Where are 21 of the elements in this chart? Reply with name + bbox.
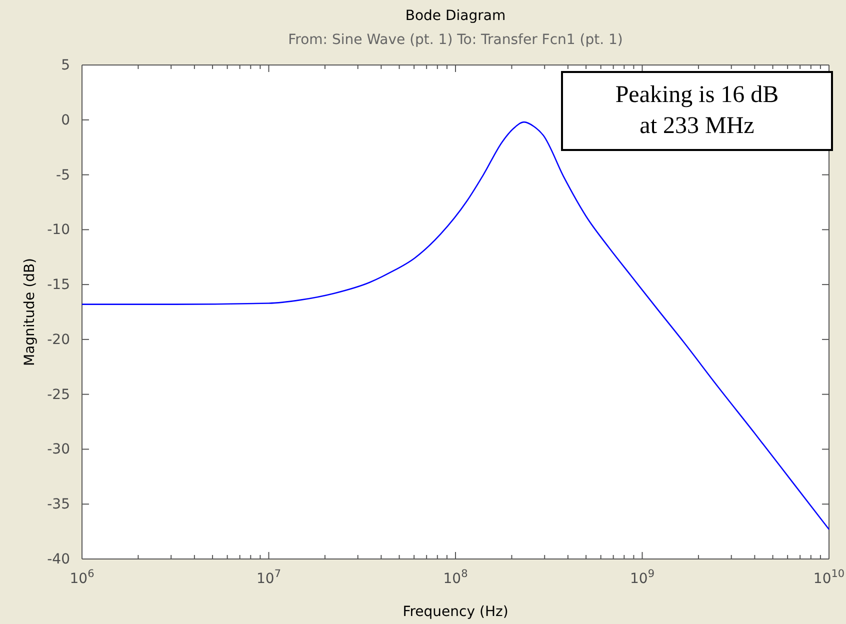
- y-tick-label: -25: [47, 386, 70, 403]
- annotation: Peaking is 16 dB at 233 MHz: [615, 82, 779, 139]
- y-tick-label: -5: [56, 167, 70, 184]
- y-tick-label: -15: [47, 277, 70, 294]
- y-tick-label: -10: [47, 222, 70, 238]
- chart-title: Bode Diagram: [405, 8, 506, 24]
- y-tick-label: 0: [61, 112, 70, 128]
- y-tick-label: 5: [61, 57, 70, 74]
- x-tick-label: 10$^{8}$: [443, 568, 468, 587]
- x-tick-label: 10$^{9}$: [630, 568, 655, 587]
- x-tick-label: 10$^{6}$: [70, 568, 95, 587]
- x-axis-title: Frequency (Hz): [402, 604, 508, 620]
- y-tick-label: -40: [47, 551, 70, 568]
- y-tick-label: -20: [47, 332, 70, 348]
- text-box: Peaking is 16 dB at 233 MHz: [561, 71, 833, 151]
- x-tick-label: 10$^{7}$: [256, 568, 282, 587]
- y-tick-label: -35: [47, 496, 70, 513]
- x-tick-label: 10$^{10}$: [813, 568, 845, 587]
- chart-subtitle: From: Sine Wave (pt. 1) To: Transfer Fcn1 (pt. 1): [288, 32, 623, 48]
- y-axis-title: Magnitude (dB): [22, 258, 38, 366]
- y-tick-label: -30: [47, 442, 70, 458]
